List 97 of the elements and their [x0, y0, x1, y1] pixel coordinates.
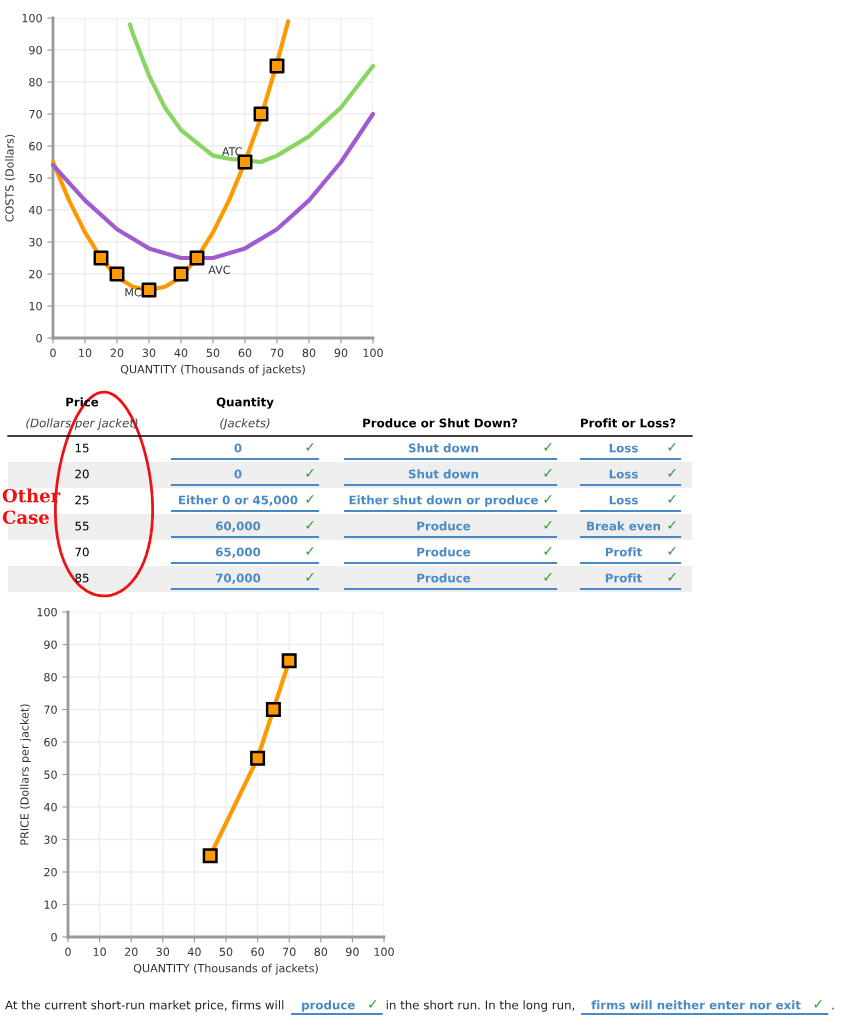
text: 0 ✓ — [234, 443, 314, 453]
x-tick-label: 60 — [251, 947, 264, 957]
text: 15 — [75, 443, 89, 453]
annotation: AVC — [208, 265, 230, 275]
y-axis-title: COSTS (Dollars) — [5, 134, 15, 222]
annotation: MC — [125, 288, 142, 297]
x-axis-title: QUANTITY (Thousands of jackets) — [120, 364, 305, 376]
y-axis-title: PRICE (Dollars per jacket) — [20, 704, 31, 845]
point — [237, 154, 253, 170]
y-tick-label: 70 — [29, 109, 42, 119]
point — [250, 750, 266, 766]
text: 0 ✓ — [234, 469, 314, 479]
point — [253, 106, 269, 122]
text: 70 — [75, 547, 89, 557]
text: Produce ✓ — [417, 573, 552, 583]
x-tick-label: 80 — [302, 348, 316, 358]
text: 55 — [75, 521, 89, 531]
y-tick-label: 20 — [44, 867, 57, 877]
text: Profit ✓ — [605, 573, 676, 583]
x-tick-label: 10 — [79, 348, 92, 358]
point — [173, 266, 189, 282]
point — [93, 250, 109, 266]
point — [189, 250, 205, 266]
y-tick-label: 40 — [43, 802, 57, 812]
text: produce ✓ — [302, 1000, 377, 1012]
y-tick-label: 90 — [44, 640, 57, 649]
text: Loss ✓ — [609, 443, 676, 453]
x-tick-label: 70 — [270, 348, 284, 358]
point — [109, 266, 125, 282]
x-tick-label: 40 — [187, 947, 201, 957]
text: Shut down ✓ — [408, 469, 552, 479]
text: Produce ✓ — [417, 547, 552, 557]
x-tick-label: 30 — [142, 348, 156, 358]
point — [269, 58, 285, 74]
line-series — [50, 111, 376, 261]
y-tick-label: 80 — [44, 672, 57, 682]
y-tick-label: 30 — [29, 237, 42, 247]
line-series — [127, 22, 376, 165]
y-tick-label: 60 — [29, 141, 42, 151]
x-tick-label: 90 — [346, 947, 359, 957]
y-tick-label: 40 — [28, 205, 42, 215]
annotation: ATC — [221, 147, 242, 156]
text: Shut down ✓ — [408, 443, 552, 453]
text: 70,000 ✓ — [216, 573, 314, 584]
point — [141, 282, 157, 298]
x-tick-label: 100 — [374, 947, 394, 957]
y-tick-label: 50 — [44, 770, 57, 779]
text: (Jackets) — [220, 418, 270, 430]
text: At the current short-run market price, firms will — [5, 1000, 284, 1012]
category-label: Produce or Shut Down? — [363, 418, 518, 428]
x-tick-label: 80 — [314, 947, 328, 957]
x-tick-label: 40 — [174, 348, 188, 358]
text: Either shut down or produce ✓ — [349, 495, 552, 507]
text: Profit ✓ — [605, 547, 676, 557]
y-tick-label: 0 — [36, 333, 42, 343]
y-tick-label: 80 — [29, 77, 42, 87]
text: . — [832, 1007, 834, 1010]
text: 65,000 ✓ — [215, 547, 314, 558]
text: 20 — [75, 469, 89, 479]
y-tick-label: 30 — [44, 835, 57, 844]
x-tick-label: 90 — [334, 348, 348, 358]
x-tick-label: 70 — [283, 947, 296, 957]
x-tick-label: 60 — [238, 348, 252, 358]
y-tick-label: 10 — [44, 900, 57, 909]
text: Loss ✓ — [609, 469, 676, 479]
x-tick-label: 10 — [93, 947, 106, 957]
x-tick-label: 50 — [219, 947, 233, 957]
x-tick-label: 0 — [65, 947, 71, 957]
x-axis-title: QUANTITY (Thousands of jackets) — [133, 963, 318, 975]
text: 85 — [75, 573, 89, 583]
y-tick-label: 50 — [29, 173, 42, 183]
x-tick-label: 100 — [363, 348, 383, 358]
text: 60,000 ✓ — [215, 521, 314, 532]
category-label: Quantity — [216, 397, 274, 409]
x-tick-label: 50 — [206, 348, 220, 358]
y-tick-label: 10 — [29, 301, 42, 311]
text: Loss ✓ — [609, 495, 676, 505]
y-tick-label: 100 — [22, 13, 42, 23]
y-tick-label: 70 — [44, 705, 57, 714]
y-tick-label: 90 — [29, 45, 42, 55]
y-tick-label: 20 — [29, 269, 42, 279]
text: 25 — [75, 495, 89, 505]
x-tick-label: 20 — [124, 947, 138, 957]
x-tick-label: 20 — [110, 348, 124, 358]
category-label: Profit or Loss? — [581, 418, 676, 428]
text: Break even ✓ — [587, 521, 676, 531]
y-tick-label: 100 — [37, 607, 57, 617]
point — [265, 702, 281, 717]
y-tick-label: 60 — [44, 737, 57, 747]
text: Either 0 or 45,000 ✓ — [179, 495, 314, 506]
point — [281, 653, 297, 669]
text: firms will neither enter nor exit ✓ — [591, 1000, 822, 1010]
y-tick-label: 0 — [51, 932, 57, 942]
text: Produce ✓ — [417, 521, 552, 531]
text: in the short run. In the long run, — [386, 1000, 575, 1012]
point — [202, 848, 218, 864]
x-tick-label: 30 — [156, 947, 170, 957]
